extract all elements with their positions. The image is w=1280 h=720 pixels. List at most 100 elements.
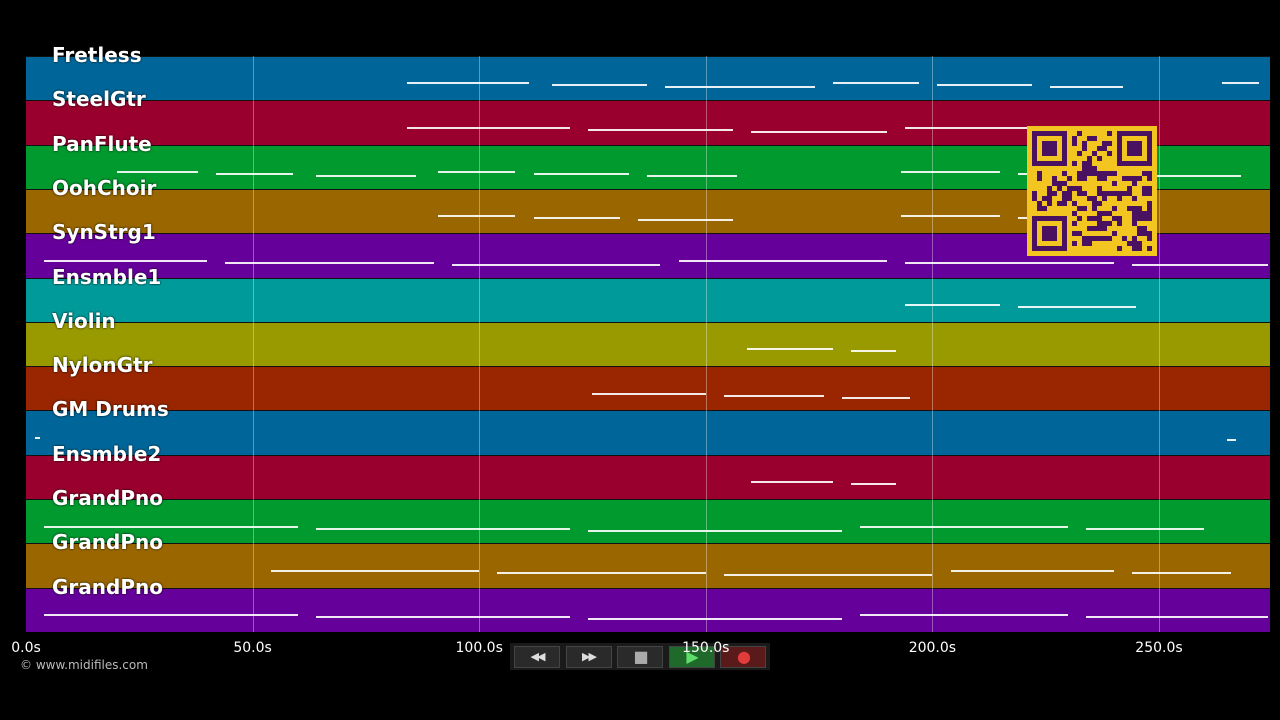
note-segment xyxy=(316,527,570,530)
fast-forward-icon: ▶▶ xyxy=(582,650,597,663)
note-segment xyxy=(850,350,897,353)
record-icon: ● xyxy=(737,647,751,666)
note-segment xyxy=(664,86,815,89)
note-segment xyxy=(1050,86,1123,89)
track-label: SynStrg1 xyxy=(52,220,156,245)
note-segment xyxy=(950,569,1114,572)
note-segment xyxy=(587,128,733,131)
track-label: Violin xyxy=(52,308,116,333)
note-segment xyxy=(406,82,530,85)
note-segment xyxy=(905,126,1037,129)
note-segment xyxy=(35,436,40,439)
note-segment xyxy=(533,217,620,220)
time-tick-label: 50.0s xyxy=(233,640,272,656)
note-segment xyxy=(1086,616,1268,619)
time-tick-label: 0.0s xyxy=(11,640,41,656)
track-lane xyxy=(26,543,1270,588)
grid-line xyxy=(932,56,934,632)
note-segment xyxy=(270,569,480,572)
track-label: GM Drums xyxy=(52,397,169,422)
note-segment xyxy=(751,481,833,484)
track-lane xyxy=(26,321,1270,367)
grid-line xyxy=(1158,56,1160,632)
note-segment xyxy=(1226,438,1236,441)
note-segment xyxy=(587,618,842,621)
track-label: SteelGtr xyxy=(52,87,146,112)
note-segment xyxy=(646,175,738,178)
note-segment xyxy=(900,171,1001,174)
stop-icon: ■ xyxy=(633,647,648,666)
track-label: GrandPno xyxy=(52,530,163,555)
rewind-button[interactable]: ◀◀ xyxy=(514,645,560,668)
note-segment xyxy=(1222,82,1259,85)
track-label: GrandPno xyxy=(52,486,163,511)
note-segment xyxy=(1131,263,1268,266)
note-segment xyxy=(859,525,1069,528)
note-segment xyxy=(316,616,570,619)
note-segment xyxy=(723,573,933,576)
fast-forward-button[interactable]: ▶▶ xyxy=(565,645,612,668)
track-label: OohChoir xyxy=(52,175,157,200)
track-lane xyxy=(26,366,1270,411)
track-label: Ensmble2 xyxy=(52,441,162,466)
note-segment xyxy=(859,614,1069,617)
time-tick-label: 100.0s xyxy=(455,640,503,656)
note-segment xyxy=(533,173,629,176)
grid-line xyxy=(705,56,707,632)
track-lane xyxy=(26,277,1270,322)
track-lane xyxy=(26,56,1270,101)
track-label: Fretless xyxy=(52,43,142,67)
track-label: PanFlute xyxy=(52,131,152,156)
note-segment xyxy=(1127,175,1241,178)
note-segment xyxy=(44,614,298,617)
note-segment xyxy=(587,529,842,532)
note-segment xyxy=(316,175,416,178)
note-segment xyxy=(746,348,833,351)
note-segment xyxy=(841,396,910,399)
note-segment xyxy=(1131,571,1232,574)
grid-line xyxy=(252,56,254,632)
note-segment xyxy=(438,215,516,218)
track-label: NylonGtr xyxy=(52,353,153,378)
note-segment xyxy=(1086,527,1205,530)
time-tick-label: 250.0s xyxy=(1135,640,1183,656)
note-segment xyxy=(900,215,1001,218)
track-lane xyxy=(26,587,1270,632)
copyright-text: © www.midifiles.com xyxy=(20,658,148,672)
record-button[interactable]: ● xyxy=(720,645,766,668)
grid-line xyxy=(479,56,481,632)
note-segment xyxy=(592,392,706,395)
note-segment xyxy=(905,261,1114,264)
note-segment xyxy=(451,263,661,266)
track-lane xyxy=(26,499,1270,544)
track-lane xyxy=(26,454,1270,500)
note-segment xyxy=(44,259,208,262)
note-segment xyxy=(116,171,199,174)
note-segment xyxy=(225,261,434,264)
note-segment xyxy=(832,82,919,85)
track-label: Ensmble1 xyxy=(52,264,162,289)
note-segment xyxy=(438,171,516,174)
note-segment xyxy=(216,173,294,176)
note-segment xyxy=(551,84,647,87)
qr-code-icon xyxy=(1027,126,1157,256)
note-segment xyxy=(406,126,570,129)
play-icon: ▶ xyxy=(686,647,698,666)
note-segment xyxy=(936,84,1033,87)
stop-button[interactable]: ■ xyxy=(617,645,663,668)
note-segment xyxy=(1018,306,1137,308)
track-lane xyxy=(26,410,1270,455)
note-segment xyxy=(497,571,706,574)
note-segment xyxy=(44,525,298,528)
play-button[interactable]: ▶ xyxy=(668,645,715,668)
time-tick-label: 150.0s xyxy=(682,640,730,656)
track-label: GrandPno xyxy=(52,574,163,599)
note-segment xyxy=(850,483,897,486)
note-segment xyxy=(751,130,888,133)
note-segment xyxy=(637,219,733,222)
note-segment xyxy=(905,304,1001,306)
time-tick-label: 200.0s xyxy=(908,640,957,656)
note-segment xyxy=(678,259,888,262)
rewind-icon: ◀◀ xyxy=(530,650,546,663)
note-segment xyxy=(723,394,824,397)
